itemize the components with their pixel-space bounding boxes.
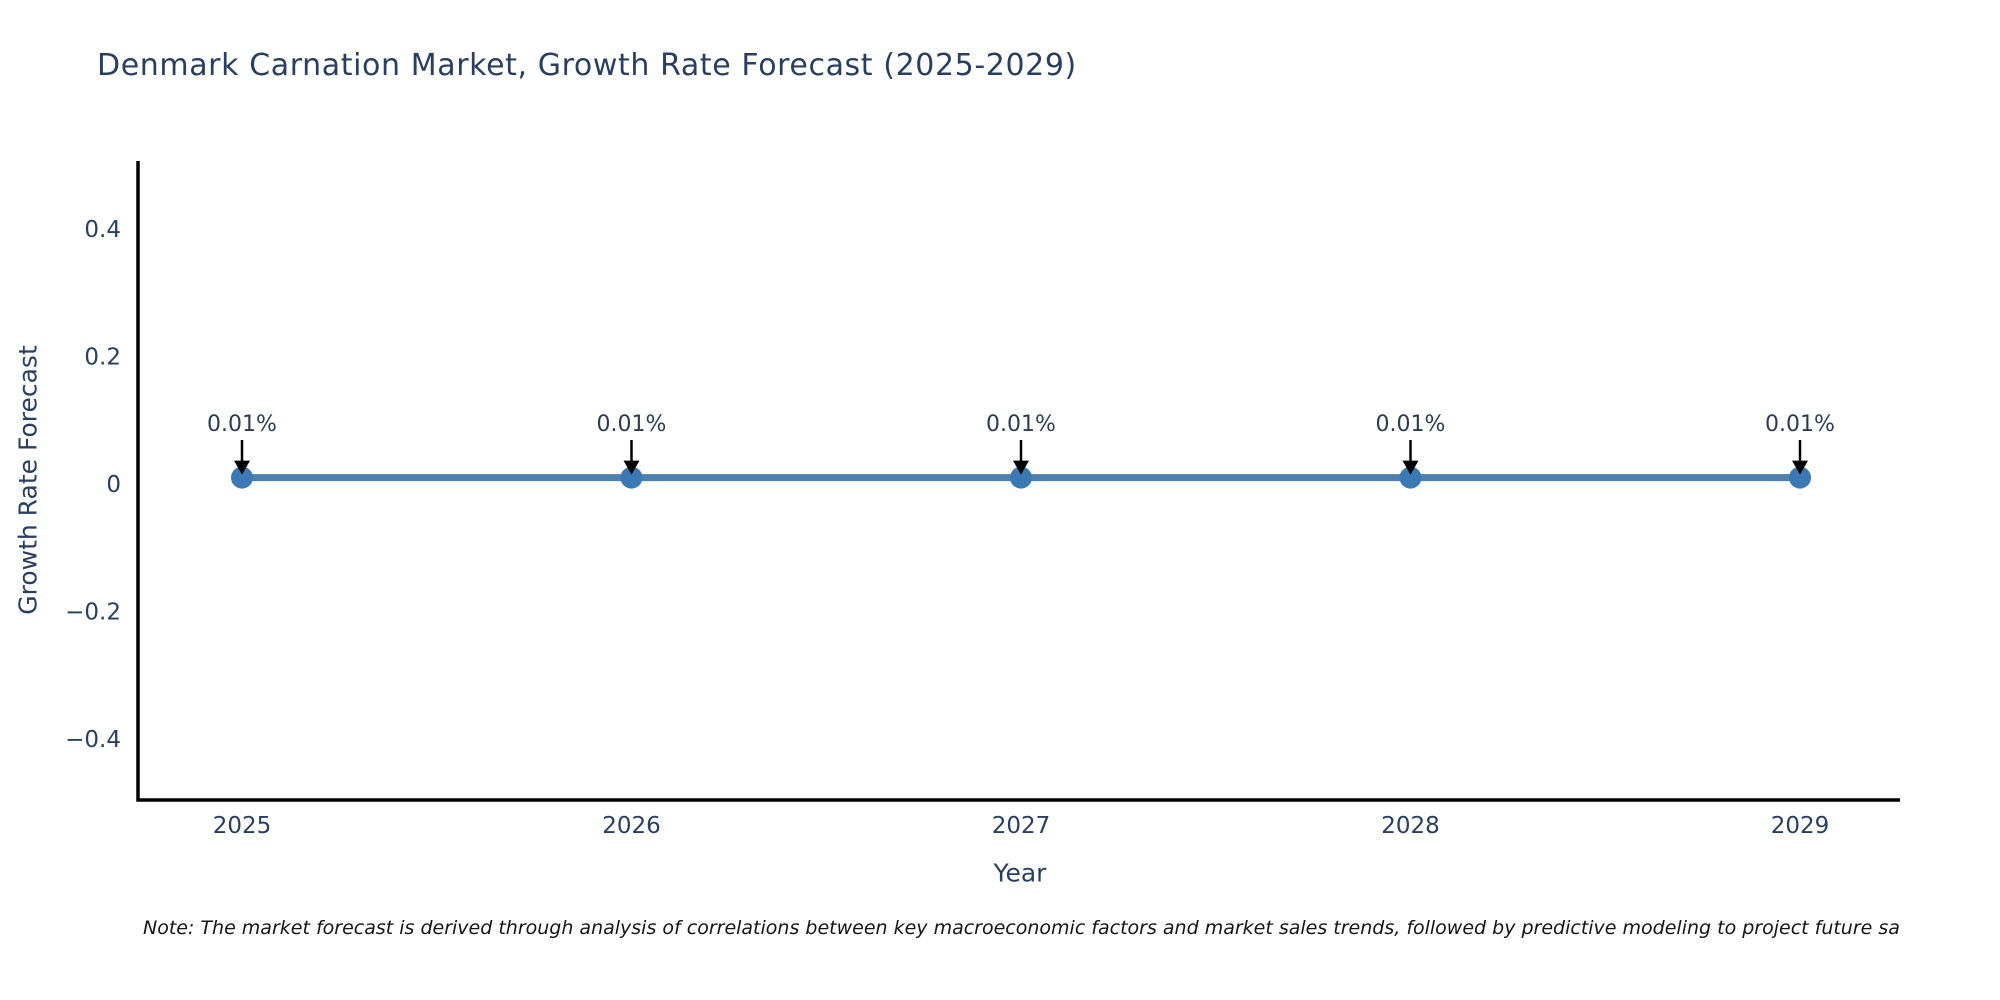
chart-title: Denmark Carnation Market, Growth Rate Fo…	[97, 48, 1077, 83]
x-axis-title: Year	[993, 858, 1047, 888]
data-point-marker	[231, 466, 253, 489]
annotation-arrowhead	[1792, 460, 1808, 475]
y-axis-title: Growth Rate Forecast	[13, 345, 43, 615]
annotation-arrowhead	[1402, 460, 1419, 475]
footnote: Note: The market forecast is derived thr…	[0, 917, 2000, 953]
y-tick-label: −0.4	[65, 727, 121, 753]
x-tick-label: 2026	[602, 813, 661, 839]
annotation-label: 0.01%	[597, 412, 667, 437]
axis-spines	[136, 161, 1900, 802]
data-point-marker	[1399, 466, 1422, 489]
annotation-arrowhead	[623, 460, 640, 475]
data-point-marker	[620, 466, 643, 489]
x-tick-label: 2028	[1381, 813, 1440, 839]
y-tick-label: 0.4	[84, 217, 121, 243]
annotation-label: 0.01%	[1376, 412, 1446, 437]
annotation-label: 0.01%	[1765, 412, 1835, 437]
annotation-arrowhead	[1013, 460, 1029, 475]
data-point-marker	[1010, 466, 1032, 489]
footnote-text: Note: The market forecast is derived thr…	[143, 917, 1900, 939]
annotation-arrowhead	[234, 460, 250, 475]
y-tick-label: −0.2	[65, 600, 121, 626]
x-tick-label: 2025	[213, 813, 272, 839]
annotation-label: 0.01%	[986, 412, 1056, 437]
y-tick-label: 0	[106, 472, 121, 498]
annotation-label: 0.01%	[207, 412, 277, 437]
x-tick-label: 2027	[992, 813, 1051, 839]
data-point-marker	[1789, 466, 1811, 489]
x-tick-label: 2029	[1771, 813, 1830, 839]
y-tick-label: 0.2	[84, 345, 121, 371]
